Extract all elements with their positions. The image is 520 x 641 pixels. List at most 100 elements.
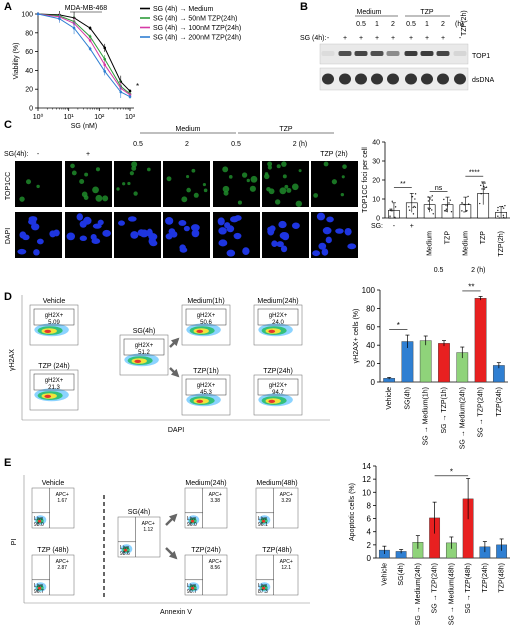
density-peak <box>196 399 204 403</box>
data-dot <box>394 206 397 208</box>
y-tick-label: 100 <box>362 286 376 295</box>
gate-label: gH2X+ <box>197 383 216 389</box>
data-dot <box>427 207 429 209</box>
density-peak <box>190 586 195 590</box>
live-value: 96.1 <box>258 522 268 528</box>
y-axis-label: TOP1CC foci per cell <box>362 147 369 213</box>
nucleus <box>49 230 57 238</box>
foci-cell <box>246 178 250 183</box>
bar <box>419 340 432 383</box>
y-tick-label: 20 <box>25 87 33 94</box>
foci-cell <box>71 170 77 176</box>
arrow-down-head <box>170 368 180 378</box>
x-axis-label: SG (nM) <box>71 123 97 130</box>
top1-band <box>370 51 384 56</box>
category-label: SG → Medium(48h) <box>448 563 455 625</box>
data-dot <box>443 198 445 201</box>
y-tick-label: 40 <box>372 140 380 147</box>
gate-label: APC+ <box>209 559 222 565</box>
density-peak <box>44 329 52 333</box>
category-label: SG → Medium(24h) <box>415 563 422 625</box>
panel-letter-a: A <box>4 1 12 13</box>
nucleus <box>347 243 357 250</box>
category-label: TZP(24h) <box>496 387 503 417</box>
sg-label: SG: <box>371 223 383 230</box>
nucleus <box>326 216 334 223</box>
nucleus <box>344 227 352 236</box>
foci-cell <box>281 161 287 167</box>
nucleus <box>191 224 200 232</box>
gate-label: gH2X+ <box>45 378 64 384</box>
category-label: Vehicle <box>381 563 388 586</box>
band-label-top1: TOP1 <box>472 53 490 60</box>
live-label: Live <box>187 516 196 522</box>
category-label: SG(4h) <box>404 387 411 410</box>
gate-value: 50.6 <box>200 320 212 326</box>
density-peak <box>261 586 266 590</box>
foci-cell <box>284 184 289 189</box>
gate-box <box>185 378 227 396</box>
data-point <box>88 26 92 30</box>
data-point <box>103 70 107 73</box>
sg-sign: + <box>425 35 429 42</box>
sg-row-label: SG (4h): <box>300 35 327 42</box>
data-dot <box>504 204 506 207</box>
foci-cell <box>193 192 199 198</box>
gate-value: 3.38 <box>210 498 220 504</box>
significance-label: * <box>450 467 453 476</box>
gate-box <box>123 338 165 356</box>
sg-sign: + <box>86 151 90 158</box>
density-peak <box>37 586 42 590</box>
y-tick-label: 60 <box>366 323 375 332</box>
dsdna-dot <box>437 73 449 85</box>
y-tick-label: 40 <box>366 341 375 350</box>
data-dot <box>427 200 430 202</box>
group-label-tzp: TZP <box>279 126 293 133</box>
nucleus <box>168 228 176 235</box>
data-dot <box>497 209 499 212</box>
data-dot <box>411 195 414 198</box>
tzp-only-label: TZP(2h) <box>461 10 468 36</box>
density-peak <box>134 359 142 363</box>
y-tick-label: 10 <box>372 197 380 204</box>
time-label: 1 <box>425 21 429 28</box>
foci-cell <box>267 165 272 170</box>
data-dot <box>431 199 433 201</box>
data-point <box>128 89 132 93</box>
panel-letter-b: B <box>300 1 308 13</box>
panel-c: C SG(4h): - + Medium TZP 0.5 2 0.5 2 (h) TZP (2h) T… <box>4 119 510 274</box>
gate-value: 2.87 <box>57 565 67 571</box>
group-time-label: 0.5 <box>434 267 444 274</box>
nucleus <box>278 220 287 229</box>
y-tick-label: 0 <box>371 378 376 387</box>
bar <box>438 343 450 383</box>
time-unit: (h) <box>455 21 464 28</box>
gate-box <box>33 373 75 391</box>
foci-cell <box>276 164 281 169</box>
data-dot <box>465 210 468 212</box>
foci-cell <box>19 196 25 202</box>
y-tick-label: 14 <box>362 462 371 471</box>
data-dot <box>504 217 506 219</box>
plot-title: TZP (24h) <box>38 363 69 370</box>
foci-cell <box>222 166 229 173</box>
data-dot <box>389 208 391 210</box>
gate-value: 45.3 <box>200 390 212 396</box>
foci-cell <box>102 195 109 202</box>
gate-value: 94.7 <box>272 390 284 396</box>
sg-sign: - <box>327 35 330 42</box>
foci-cell <box>331 179 337 185</box>
nucleus <box>183 225 190 232</box>
gate-value: 51.2 <box>138 350 150 356</box>
significance-label: ** <box>400 181 406 188</box>
gate-label: gH2X+ <box>197 313 216 319</box>
y-tick-label: 0 <box>376 216 380 223</box>
significance-label: * <box>397 321 400 330</box>
live-label: Live <box>34 516 43 522</box>
nucleus <box>276 241 284 248</box>
nucleus <box>165 216 174 225</box>
nucleus <box>217 217 225 226</box>
nucleus <box>191 229 200 238</box>
nucleus <box>312 250 321 257</box>
